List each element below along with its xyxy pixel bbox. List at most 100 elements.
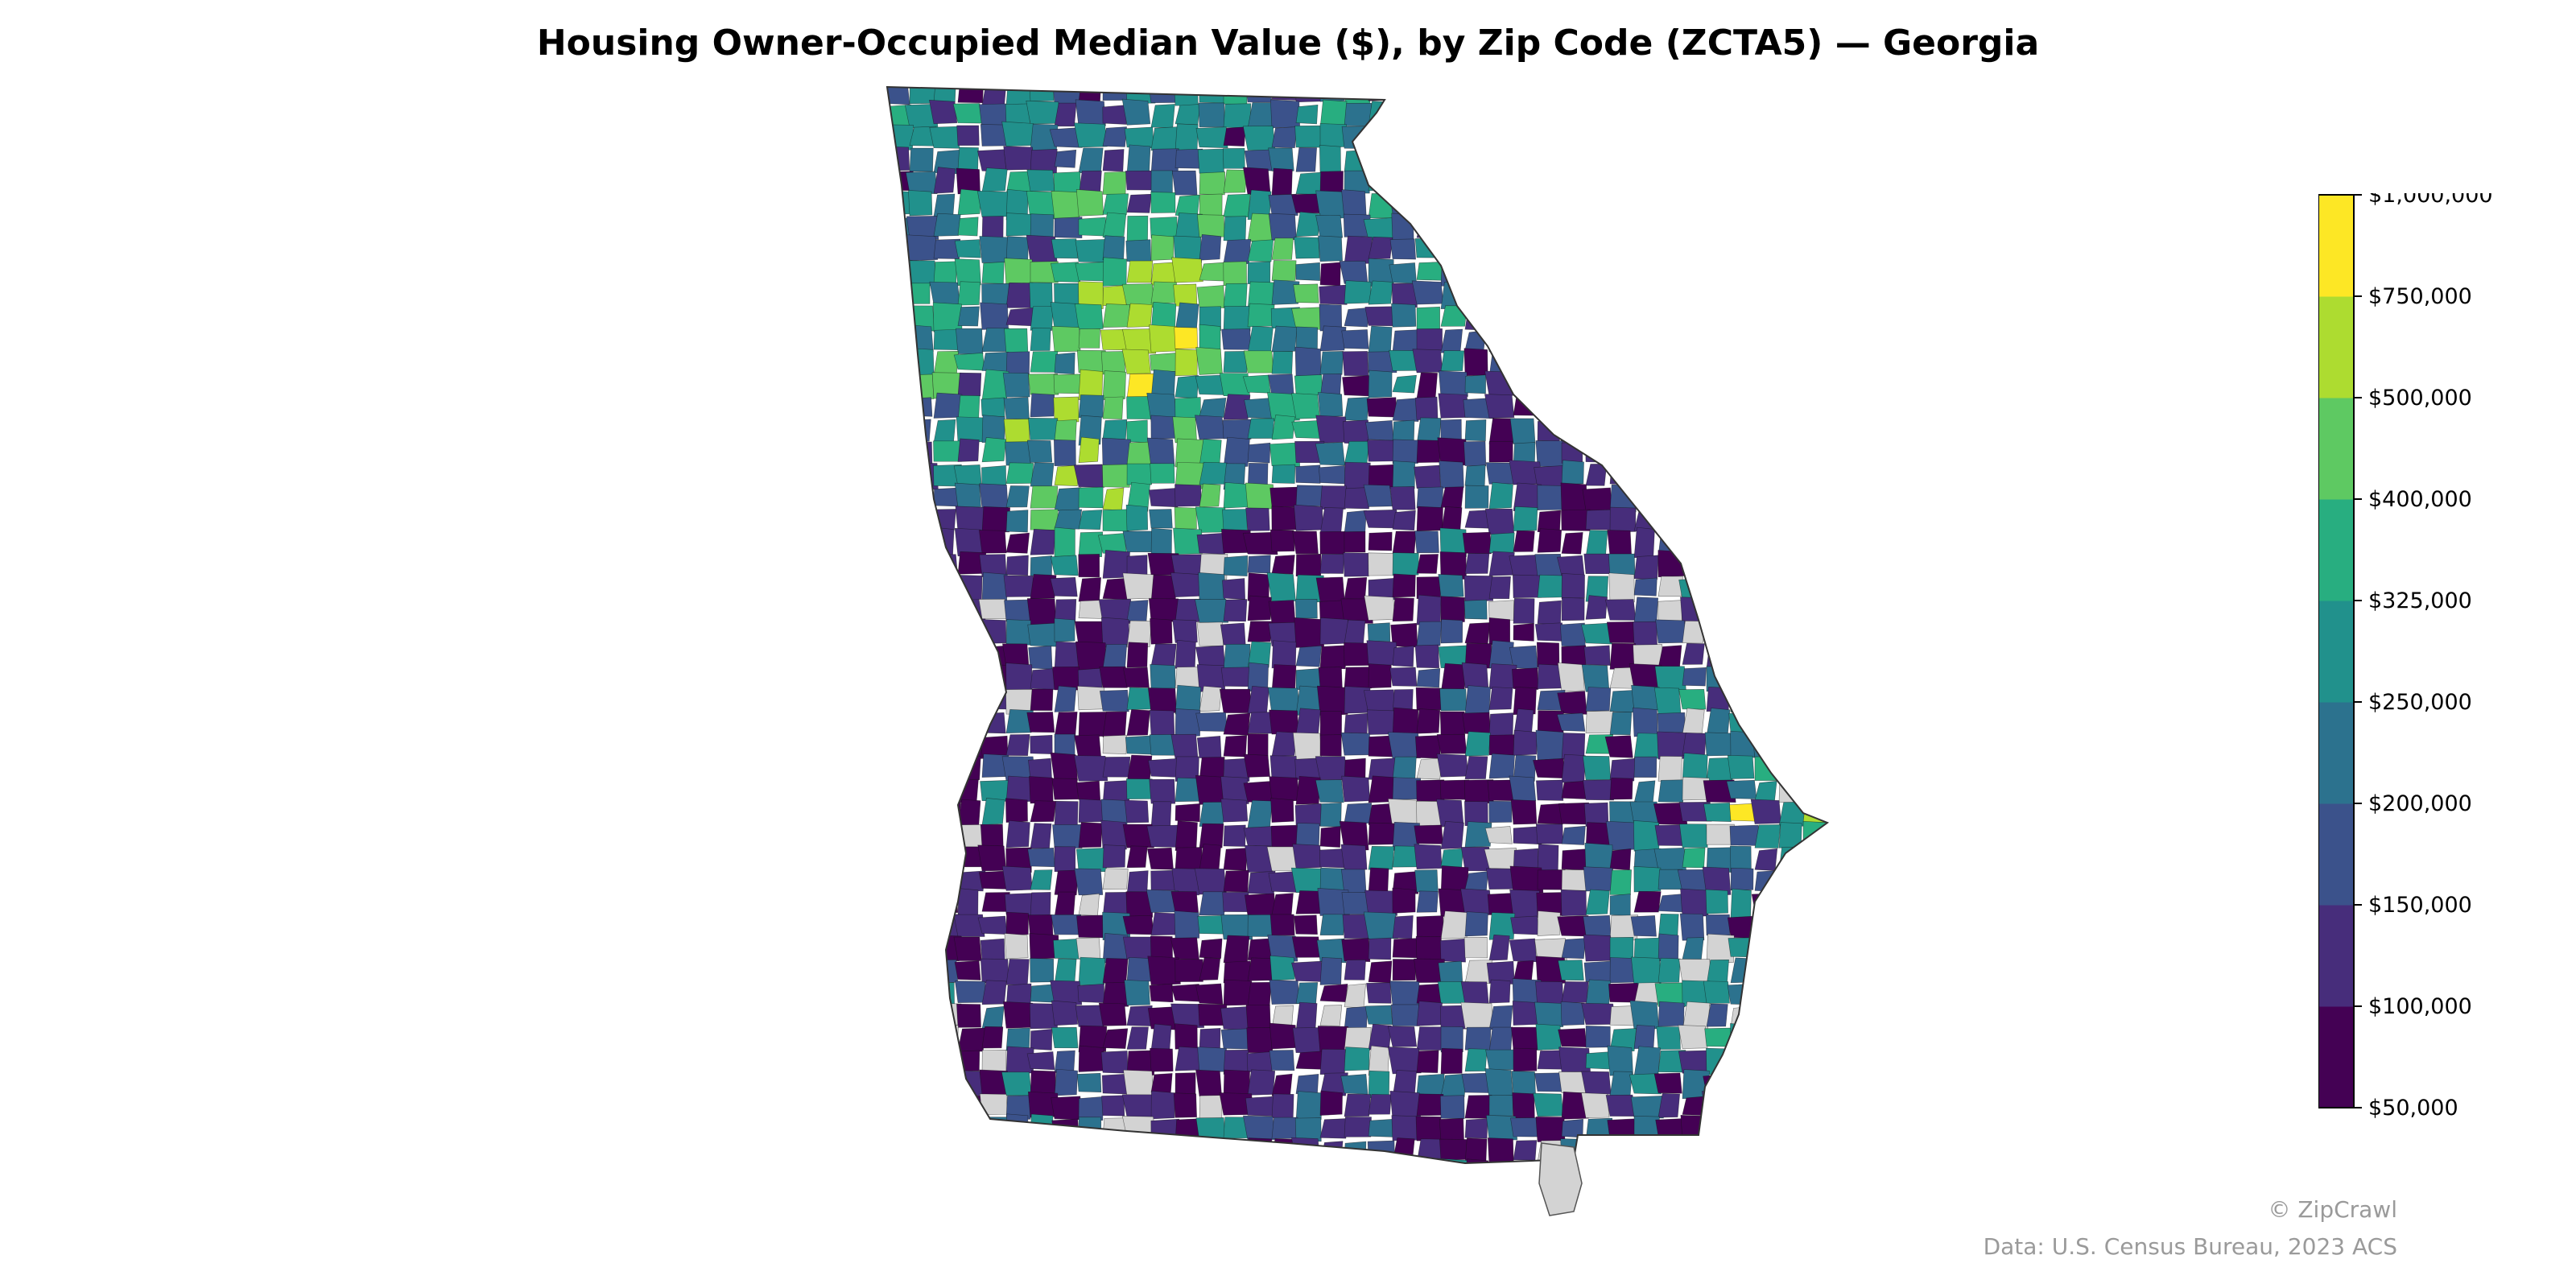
zip-region xyxy=(1223,735,1248,758)
zip-region xyxy=(1199,1095,1223,1121)
zip-region xyxy=(1682,642,1705,665)
zip-region xyxy=(1512,1092,1535,1119)
zip-region xyxy=(1823,848,1827,870)
zip-region xyxy=(1778,126,1802,147)
zip-region xyxy=(1100,819,1127,851)
zip-region xyxy=(1171,257,1203,283)
zip-region xyxy=(1682,708,1705,735)
zip-region xyxy=(1102,257,1127,287)
zip-region xyxy=(1102,235,1125,260)
zip-region xyxy=(1825,483,1827,510)
zip-region xyxy=(1390,1004,1420,1026)
zip-region xyxy=(905,171,938,194)
zip-region xyxy=(1488,87,1512,102)
zip-region xyxy=(1194,868,1227,895)
zip-region xyxy=(1416,1001,1443,1026)
zip-region xyxy=(1269,1022,1297,1050)
zip-region xyxy=(1319,262,1341,287)
zip-region xyxy=(1706,419,1733,441)
zip-region xyxy=(1147,687,1177,714)
zip-region xyxy=(1342,375,1373,397)
zip-region xyxy=(905,510,940,529)
zip-region xyxy=(933,1117,957,1142)
zip-region xyxy=(1005,1113,1029,1145)
zip-region xyxy=(1098,1002,1127,1026)
zip-region xyxy=(1581,1158,1611,1163)
zip-region xyxy=(1778,645,1802,665)
zip-region xyxy=(1754,126,1778,151)
zip-region xyxy=(1777,689,1803,715)
zip-region xyxy=(1004,328,1029,355)
zip-region xyxy=(1030,958,1055,983)
zip-region xyxy=(1581,351,1616,374)
zip-region xyxy=(1078,510,1103,530)
zip-region xyxy=(1368,237,1393,259)
zip-region xyxy=(1416,440,1441,463)
zip-region xyxy=(1607,87,1635,102)
zip-region xyxy=(1246,1027,1274,1054)
zip-region xyxy=(1051,325,1081,353)
zip-region xyxy=(1416,1073,1445,1096)
zip-region xyxy=(1268,600,1296,625)
zip-region xyxy=(1633,890,1662,913)
zip-region xyxy=(1223,126,1246,147)
zip-region xyxy=(1150,1023,1172,1051)
zip-region xyxy=(1365,148,1390,169)
zip-region xyxy=(1368,351,1397,374)
zip-region xyxy=(1585,308,1611,328)
zip-region xyxy=(1585,100,1608,125)
zip-region xyxy=(1368,867,1389,894)
zip-region xyxy=(1728,1139,1752,1162)
zip-region xyxy=(1368,663,1392,689)
zip-region xyxy=(1754,554,1783,580)
zip-region xyxy=(1271,325,1298,353)
zip-region xyxy=(1799,147,1827,171)
zip-region xyxy=(1051,1118,1080,1140)
zip-region xyxy=(981,798,1005,825)
zip-region xyxy=(1054,149,1077,168)
zip-region xyxy=(1266,392,1300,422)
zip-region xyxy=(1295,464,1321,484)
zip-region xyxy=(1778,730,1804,760)
zip-region xyxy=(1102,105,1127,125)
zip-region xyxy=(1561,239,1585,265)
zip-region xyxy=(1585,261,1608,283)
zip-region xyxy=(1340,598,1373,624)
zip-region xyxy=(1537,574,1564,598)
zip-region xyxy=(1537,125,1564,147)
zip-region xyxy=(1535,1117,1566,1142)
zip-region xyxy=(1102,87,1131,101)
zip-region xyxy=(1537,262,1559,282)
zip-region xyxy=(1827,960,1853,982)
zip-region xyxy=(1295,1162,1324,1163)
zip-region xyxy=(1415,1116,1442,1141)
zip-region xyxy=(1368,1070,1390,1099)
zip-region xyxy=(906,1095,936,1117)
zip-region xyxy=(887,753,910,782)
zip-region xyxy=(1558,960,1584,981)
zip-region xyxy=(1488,192,1513,215)
zip-region xyxy=(1126,481,1150,514)
zip-region xyxy=(1269,486,1300,508)
zip-region xyxy=(1001,865,1033,891)
zip-region xyxy=(1488,1005,1513,1030)
zip-region xyxy=(1363,484,1393,507)
zip-region xyxy=(1271,260,1297,281)
zip-region xyxy=(1488,600,1514,621)
zip-region xyxy=(1657,756,1682,782)
zip-region xyxy=(887,870,914,891)
zip-region xyxy=(1416,779,1445,802)
zip-region xyxy=(887,800,911,824)
zip-region xyxy=(1802,370,1827,394)
zip-region xyxy=(1653,351,1682,371)
zip-region xyxy=(1440,596,1465,623)
zip-region xyxy=(1270,529,1295,552)
zip-region xyxy=(1319,802,1342,828)
zip-region xyxy=(1730,352,1759,373)
zip-region xyxy=(887,437,910,466)
zip-region xyxy=(1412,170,1445,193)
zip-region xyxy=(1704,732,1732,757)
zip-region xyxy=(1102,126,1127,147)
zip-region xyxy=(1827,577,1852,597)
zip-region xyxy=(1199,1160,1222,1163)
